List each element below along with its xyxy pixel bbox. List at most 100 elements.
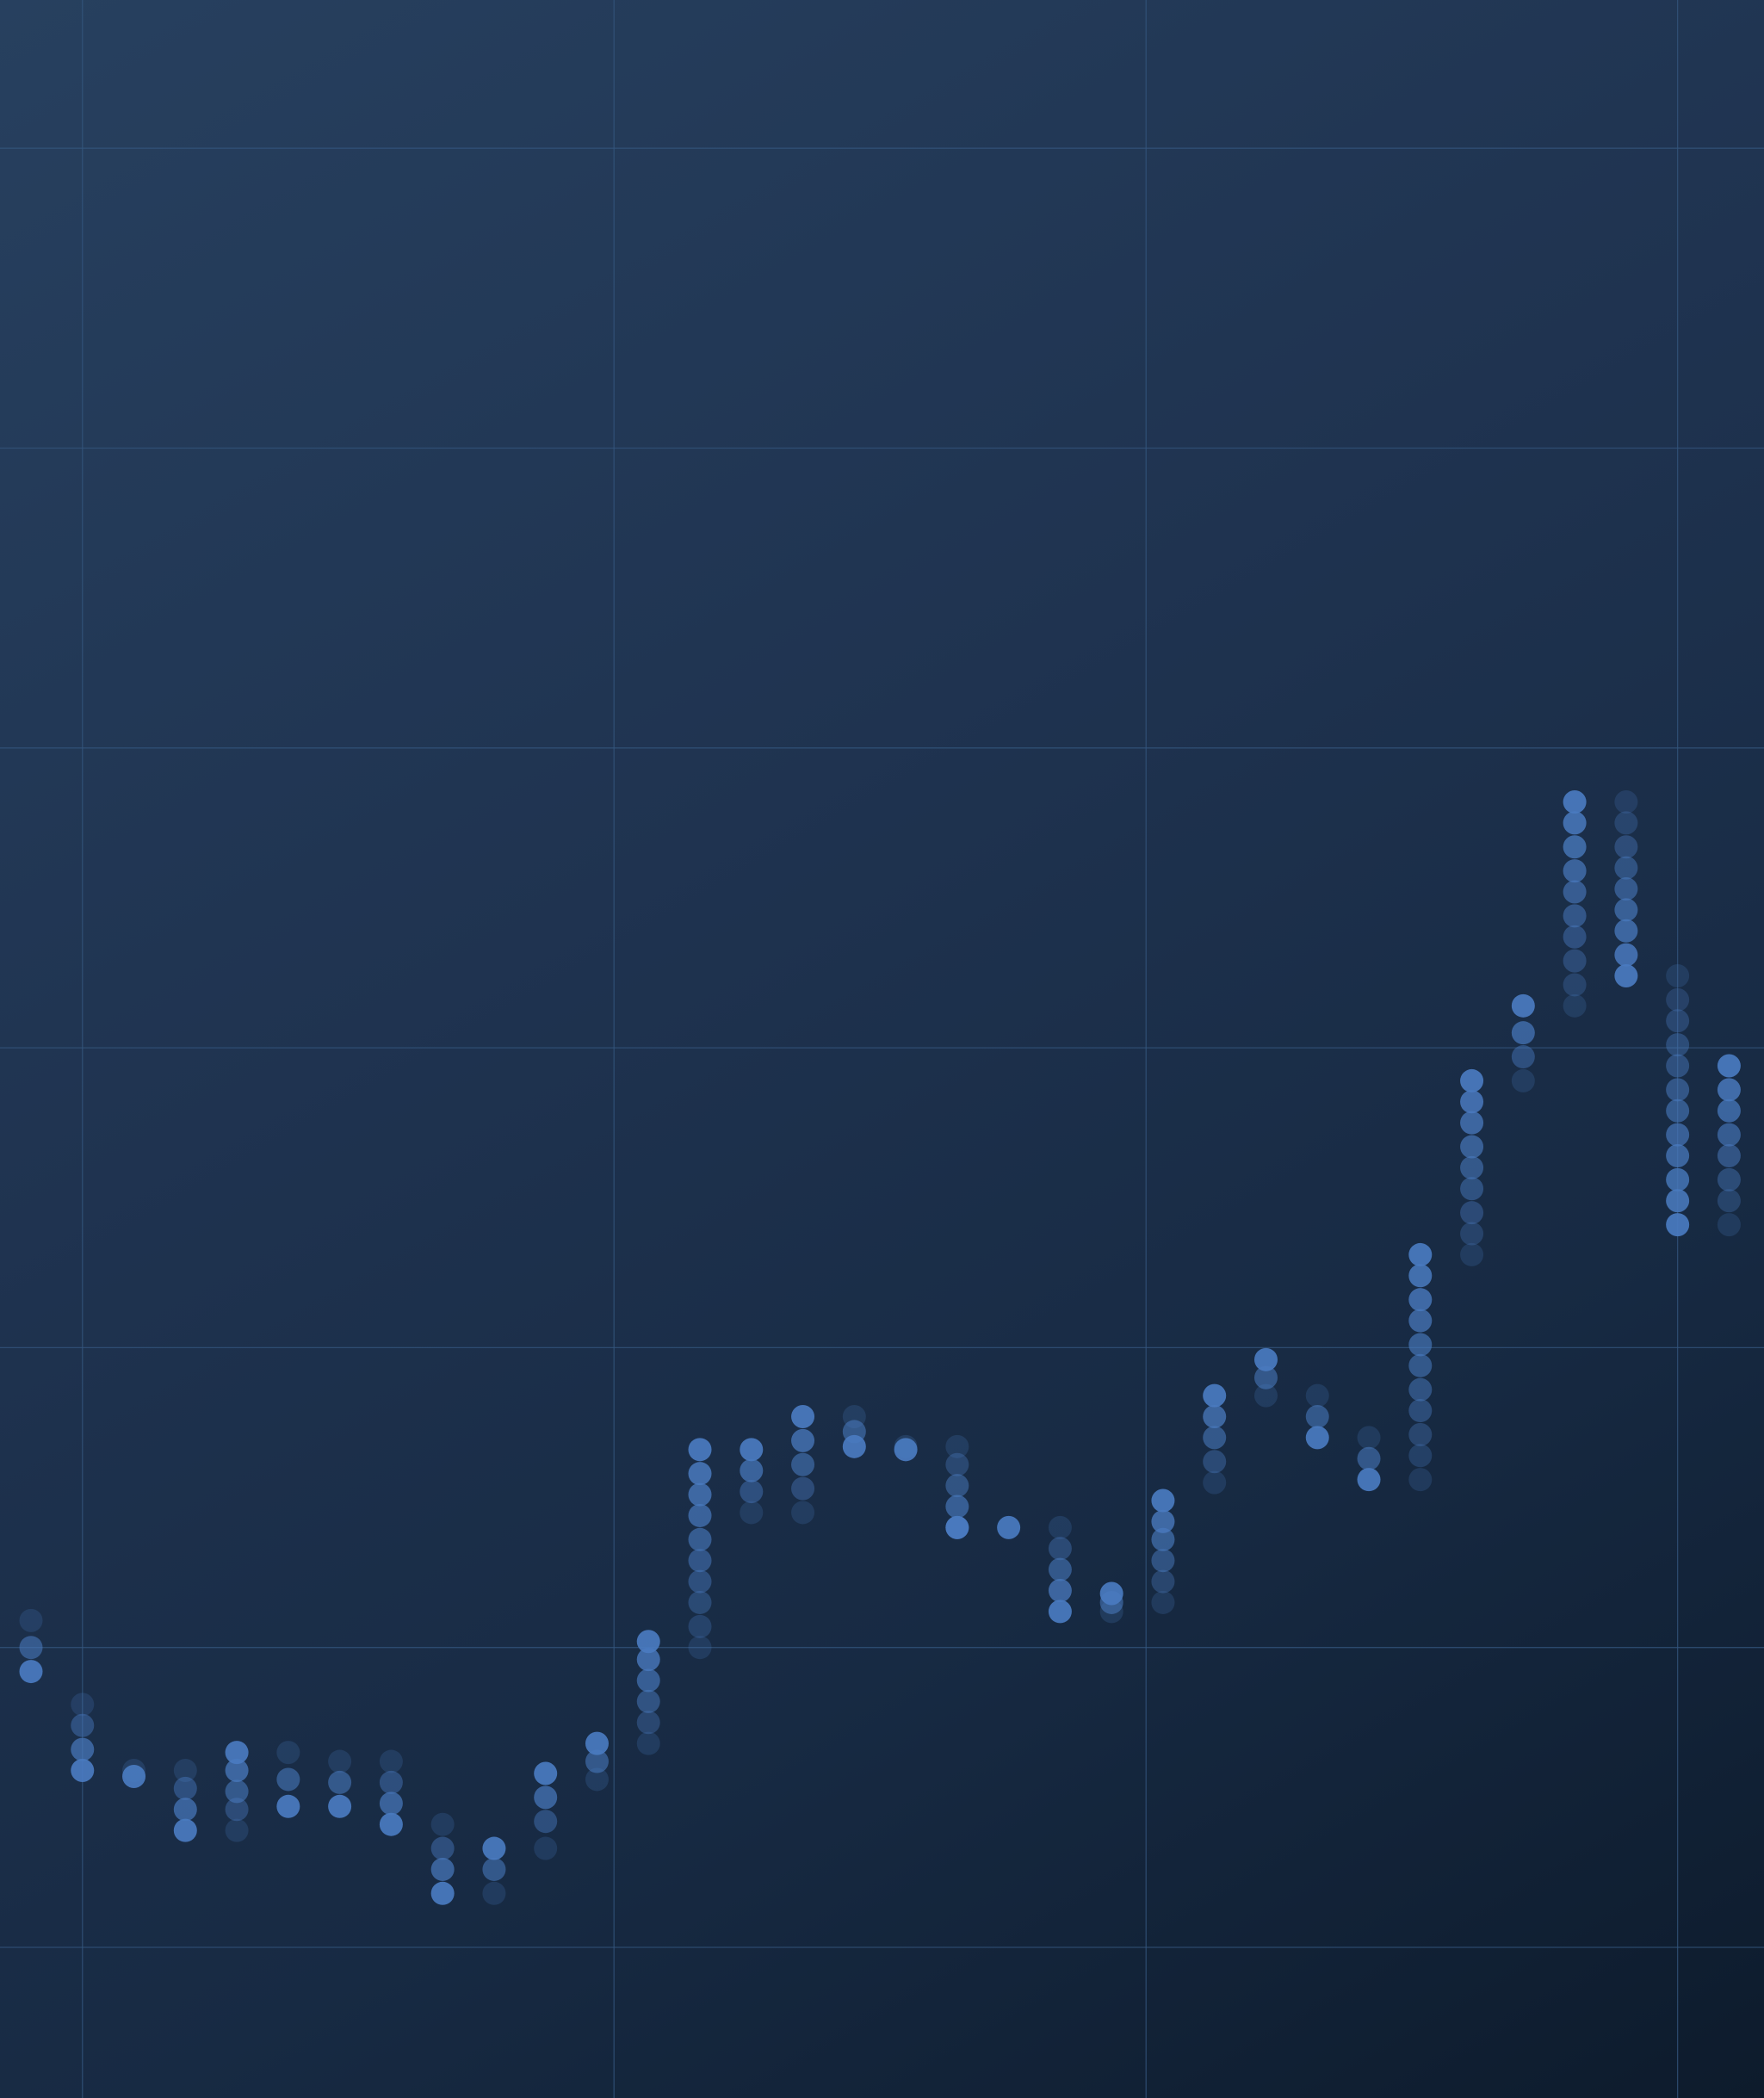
dot-column: [1717, 1054, 1741, 1237]
dot-column: [791, 1405, 815, 1525]
data-point: [842, 1434, 866, 1458]
dot-column: [225, 1741, 249, 1842]
data-point: [1460, 1135, 1484, 1159]
dot-column: [894, 1434, 918, 1462]
data-point: [1717, 1213, 1741, 1237]
data-point: [1511, 993, 1535, 1018]
data-point: [1563, 973, 1587, 997]
dot-column: [379, 1749, 403, 1836]
dot-column: [1511, 993, 1535, 1092]
data-point: [534, 1810, 558, 1834]
data-point: [1203, 1405, 1227, 1429]
data-point: [1408, 1444, 1433, 1468]
data-point: [688, 1614, 712, 1638]
data-point: [1253, 1365, 1278, 1389]
dot-column: [1253, 1347, 1278, 1408]
data-point: [1408, 1309, 1433, 1333]
data-point: [791, 1428, 815, 1452]
dot-column: [19, 1608, 43, 1684]
data-point: [1460, 1242, 1484, 1266]
data-point: [225, 1741, 249, 1765]
dot-column: [1357, 1426, 1381, 1492]
data-point: [1563, 811, 1587, 835]
data-point: [1614, 856, 1638, 880]
data-point: [1614, 811, 1638, 835]
data-point: [1408, 1422, 1433, 1446]
data-point: [945, 1474, 969, 1498]
data-point: [379, 1749, 403, 1773]
data-point: [1666, 987, 1690, 1012]
data-point: [328, 1749, 352, 1773]
data-point: [1151, 1590, 1175, 1614]
data-point: [791, 1501, 815, 1525]
data-point: [688, 1438, 712, 1462]
data-point: [791, 1405, 815, 1429]
data-point: [1460, 1201, 1484, 1225]
dot-column: [1151, 1488, 1175, 1614]
data-point: [1203, 1470, 1227, 1495]
data-point: [1305, 1426, 1329, 1450]
data-point: [1460, 1068, 1484, 1092]
data-point: [791, 1452, 815, 1476]
dot-column: [997, 1515, 1021, 1539]
data-point: [1357, 1446, 1381, 1470]
data-point: [430, 1857, 455, 1881]
data-point: [173, 1798, 197, 1822]
dot-column: [636, 1630, 660, 1755]
data-point: [1408, 1264, 1433, 1288]
data-point: [19, 1636, 43, 1660]
data-point: [585, 1767, 609, 1792]
data-point: [1048, 1515, 1072, 1539]
data-point: [276, 1767, 300, 1792]
data-point: [1203, 1450, 1227, 1474]
data-point: [1563, 859, 1587, 883]
data-point: [430, 1881, 455, 1905]
dot-column: [1048, 1515, 1072, 1624]
data-point: [225, 1779, 249, 1804]
data-point: [1253, 1347, 1278, 1371]
data-point: [740, 1438, 764, 1462]
data-point: [1357, 1426, 1381, 1450]
data-point: [1666, 1099, 1690, 1123]
data-point: [1460, 1090, 1484, 1114]
data-point: [1460, 1155, 1484, 1179]
data-point: [482, 1857, 506, 1881]
data-point: [688, 1590, 712, 1614]
data-point: [225, 1798, 249, 1822]
data-point: [71, 1713, 95, 1737]
data-point: [1614, 835, 1638, 859]
data-point: [894, 1438, 918, 1462]
data-point: [1563, 835, 1587, 859]
data-point: [1408, 1468, 1433, 1492]
data-point: [379, 1792, 403, 1816]
data-point: [1408, 1242, 1433, 1266]
data-point: [1614, 898, 1638, 922]
data-point: [122, 1764, 146, 1788]
data-point: [379, 1770, 403, 1794]
data-point: [1511, 1021, 1535, 1045]
data-point: [19, 1660, 43, 1684]
dot-column: [276, 1741, 300, 1818]
dot-column: [328, 1749, 352, 1818]
data-point: [276, 1741, 300, 1765]
data-point: [430, 1812, 455, 1836]
data-point: [688, 1503, 712, 1527]
data-point: [71, 1759, 95, 1783]
data-point: [1666, 1009, 1690, 1033]
data-point: [740, 1480, 764, 1504]
dot-column: [688, 1438, 712, 1660]
dot-column: [1408, 1242, 1433, 1492]
data-point: [1151, 1488, 1175, 1513]
data-point: [585, 1749, 609, 1773]
data-point: [1717, 1054, 1741, 1078]
data-point: [1666, 1213, 1690, 1237]
dot-column: [842, 1405, 866, 1458]
data-point: [1048, 1600, 1072, 1624]
data-point: [1666, 1143, 1690, 1167]
data-point: [1048, 1557, 1072, 1581]
data-point: [71, 1693, 95, 1717]
data-point: [1666, 1033, 1690, 1057]
data-point: [1614, 789, 1638, 814]
data-point: [636, 1630, 660, 1654]
